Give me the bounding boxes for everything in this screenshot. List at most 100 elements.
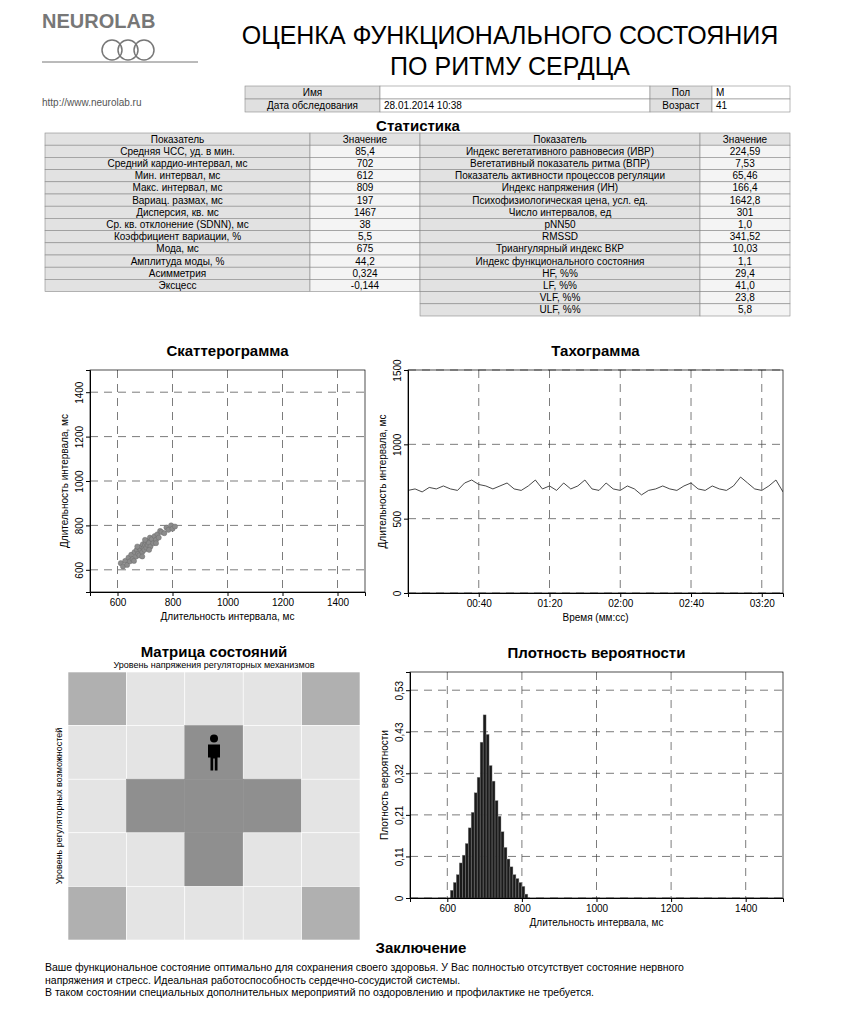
tick-mark — [762, 593, 763, 597]
axis-line — [404, 371, 409, 594]
logo-ring — [134, 40, 154, 60]
tick: 1200 — [74, 426, 90, 449]
grid-line — [408, 518, 783, 519]
tick: 1200 — [272, 592, 295, 608]
chart-title: Тахограмма — [551, 342, 640, 359]
matrix-x-label: Уровень напряжения регуляторных механизм… — [114, 660, 315, 670]
value-cell — [310, 157, 420, 169]
matrix-cell — [302, 672, 360, 726]
x-axis: 00:4001:2002:0002:4003:20 — [409, 593, 784, 609]
matrix-cell — [243, 779, 301, 833]
tick: 1400 — [327, 592, 350, 608]
tick: 1200 — [660, 898, 683, 914]
grid-line — [90, 481, 365, 482]
label-cell — [420, 292, 700, 304]
conclusion-line: Ваше функциональное состояние оптимально… — [45, 961, 684, 973]
value-cell — [700, 255, 790, 267]
bar — [483, 715, 486, 898]
row-label: Вариац. размах, мс — [132, 195, 223, 206]
row-value: 224,59 — [730, 146, 761, 157]
axis-line — [86, 371, 91, 593]
bar — [486, 734, 489, 898]
tick-label: 00:40 — [467, 598, 492, 609]
tick: 600 — [110, 592, 127, 608]
marks — [118, 523, 177, 569]
label-cell — [420, 145, 700, 157]
bar — [522, 886, 525, 898]
header-cell — [700, 133, 790, 145]
label-cell — [420, 304, 700, 316]
chart-title: Скаттерограмма — [166, 342, 289, 359]
grid-line — [227, 370, 228, 592]
tick-mark — [404, 444, 408, 445]
row-value: 5,8 — [738, 304, 752, 315]
logo-ring — [118, 40, 138, 60]
matrix-cell — [185, 833, 243, 887]
info-table: ИмяПолМДата обследования28.01.2014 10:38… — [245, 86, 790, 112]
matrix-y-label: Уровень регуляторных возможностей — [54, 728, 64, 885]
row-label: Индекс функционального состояния — [476, 256, 645, 267]
label-cell — [45, 243, 310, 255]
tick-mark — [86, 525, 90, 526]
grid-line — [410, 731, 783, 732]
conclusion-line: напряжения и стресс. Идеальная работоспо… — [45, 974, 460, 986]
x-axis: 600800100012001400 — [411, 898, 784, 914]
y-axis: 050010001500 — [392, 359, 409, 596]
header-cell — [310, 133, 420, 145]
tick-label: 0 — [394, 895, 405, 901]
column-header: Показатель — [533, 134, 586, 145]
bar — [450, 890, 453, 898]
tick: 03:20 — [750, 593, 775, 609]
tick-label: 600 — [439, 903, 456, 914]
row-label: Индекс вегетативного равновесия (ИВР) — [466, 146, 654, 157]
point — [140, 554, 145, 559]
row-label: Мин. интервал, мс — [135, 170, 221, 181]
label-cell — [420, 182, 700, 194]
tick: 1400 — [74, 381, 90, 404]
bar — [462, 855, 465, 898]
bar — [453, 882, 456, 898]
x-axis: 600800100012001400 — [91, 592, 366, 608]
row-label: Асимметрия — [149, 268, 206, 279]
grid — [90, 370, 365, 592]
label-cell — [420, 218, 700, 230]
bar — [501, 832, 504, 898]
statistics-table: СтатистикаПоказательЗначениеПоказательЗн… — [45, 117, 790, 316]
x-axis-title: Длительность интервала, мс — [530, 917, 664, 928]
value-cell — [700, 157, 790, 169]
row-value: 10,03 — [732, 243, 757, 254]
marks — [408, 477, 783, 495]
value-cell — [700, 231, 790, 243]
tick: 1000 — [392, 433, 408, 456]
row-label: Число интервалов, ед — [509, 207, 612, 218]
title: ПО РИТМУ СЕРДЦА — [390, 52, 630, 80]
label-cell — [45, 279, 310, 291]
row-label: Дисперсия, кв. мс — [136, 207, 219, 218]
matrix-cell — [243, 833, 301, 887]
tick-label: 1200 — [272, 597, 295, 608]
tick-label: 0,32 — [394, 764, 405, 784]
label-cell — [45, 218, 310, 230]
tick-label: 1000 — [217, 597, 240, 608]
matrix-cell — [68, 672, 126, 726]
info-cell — [650, 99, 712, 112]
tick-label: 1000 — [392, 433, 403, 456]
tick-mark — [404, 593, 408, 594]
conclusion: ЗаключениеВаше функциональное состояние … — [45, 939, 684, 998]
row-value: 44,2 — [355, 256, 375, 267]
value-cell — [310, 182, 420, 194]
tick: 1000 — [586, 898, 609, 914]
tick-mark — [479, 593, 480, 597]
label-cell — [45, 170, 310, 182]
value-cell — [310, 231, 420, 243]
row-label: ULF, %% — [539, 304, 580, 315]
value-cell — [700, 206, 790, 218]
tick: 0 — [392, 590, 408, 596]
axis-line — [91, 593, 366, 597]
value-cell — [700, 304, 790, 316]
bar — [459, 863, 462, 898]
grid-line — [410, 814, 783, 815]
axis-line — [409, 594, 784, 598]
matrix-cell — [302, 886, 360, 940]
grid-line — [596, 672, 597, 898]
